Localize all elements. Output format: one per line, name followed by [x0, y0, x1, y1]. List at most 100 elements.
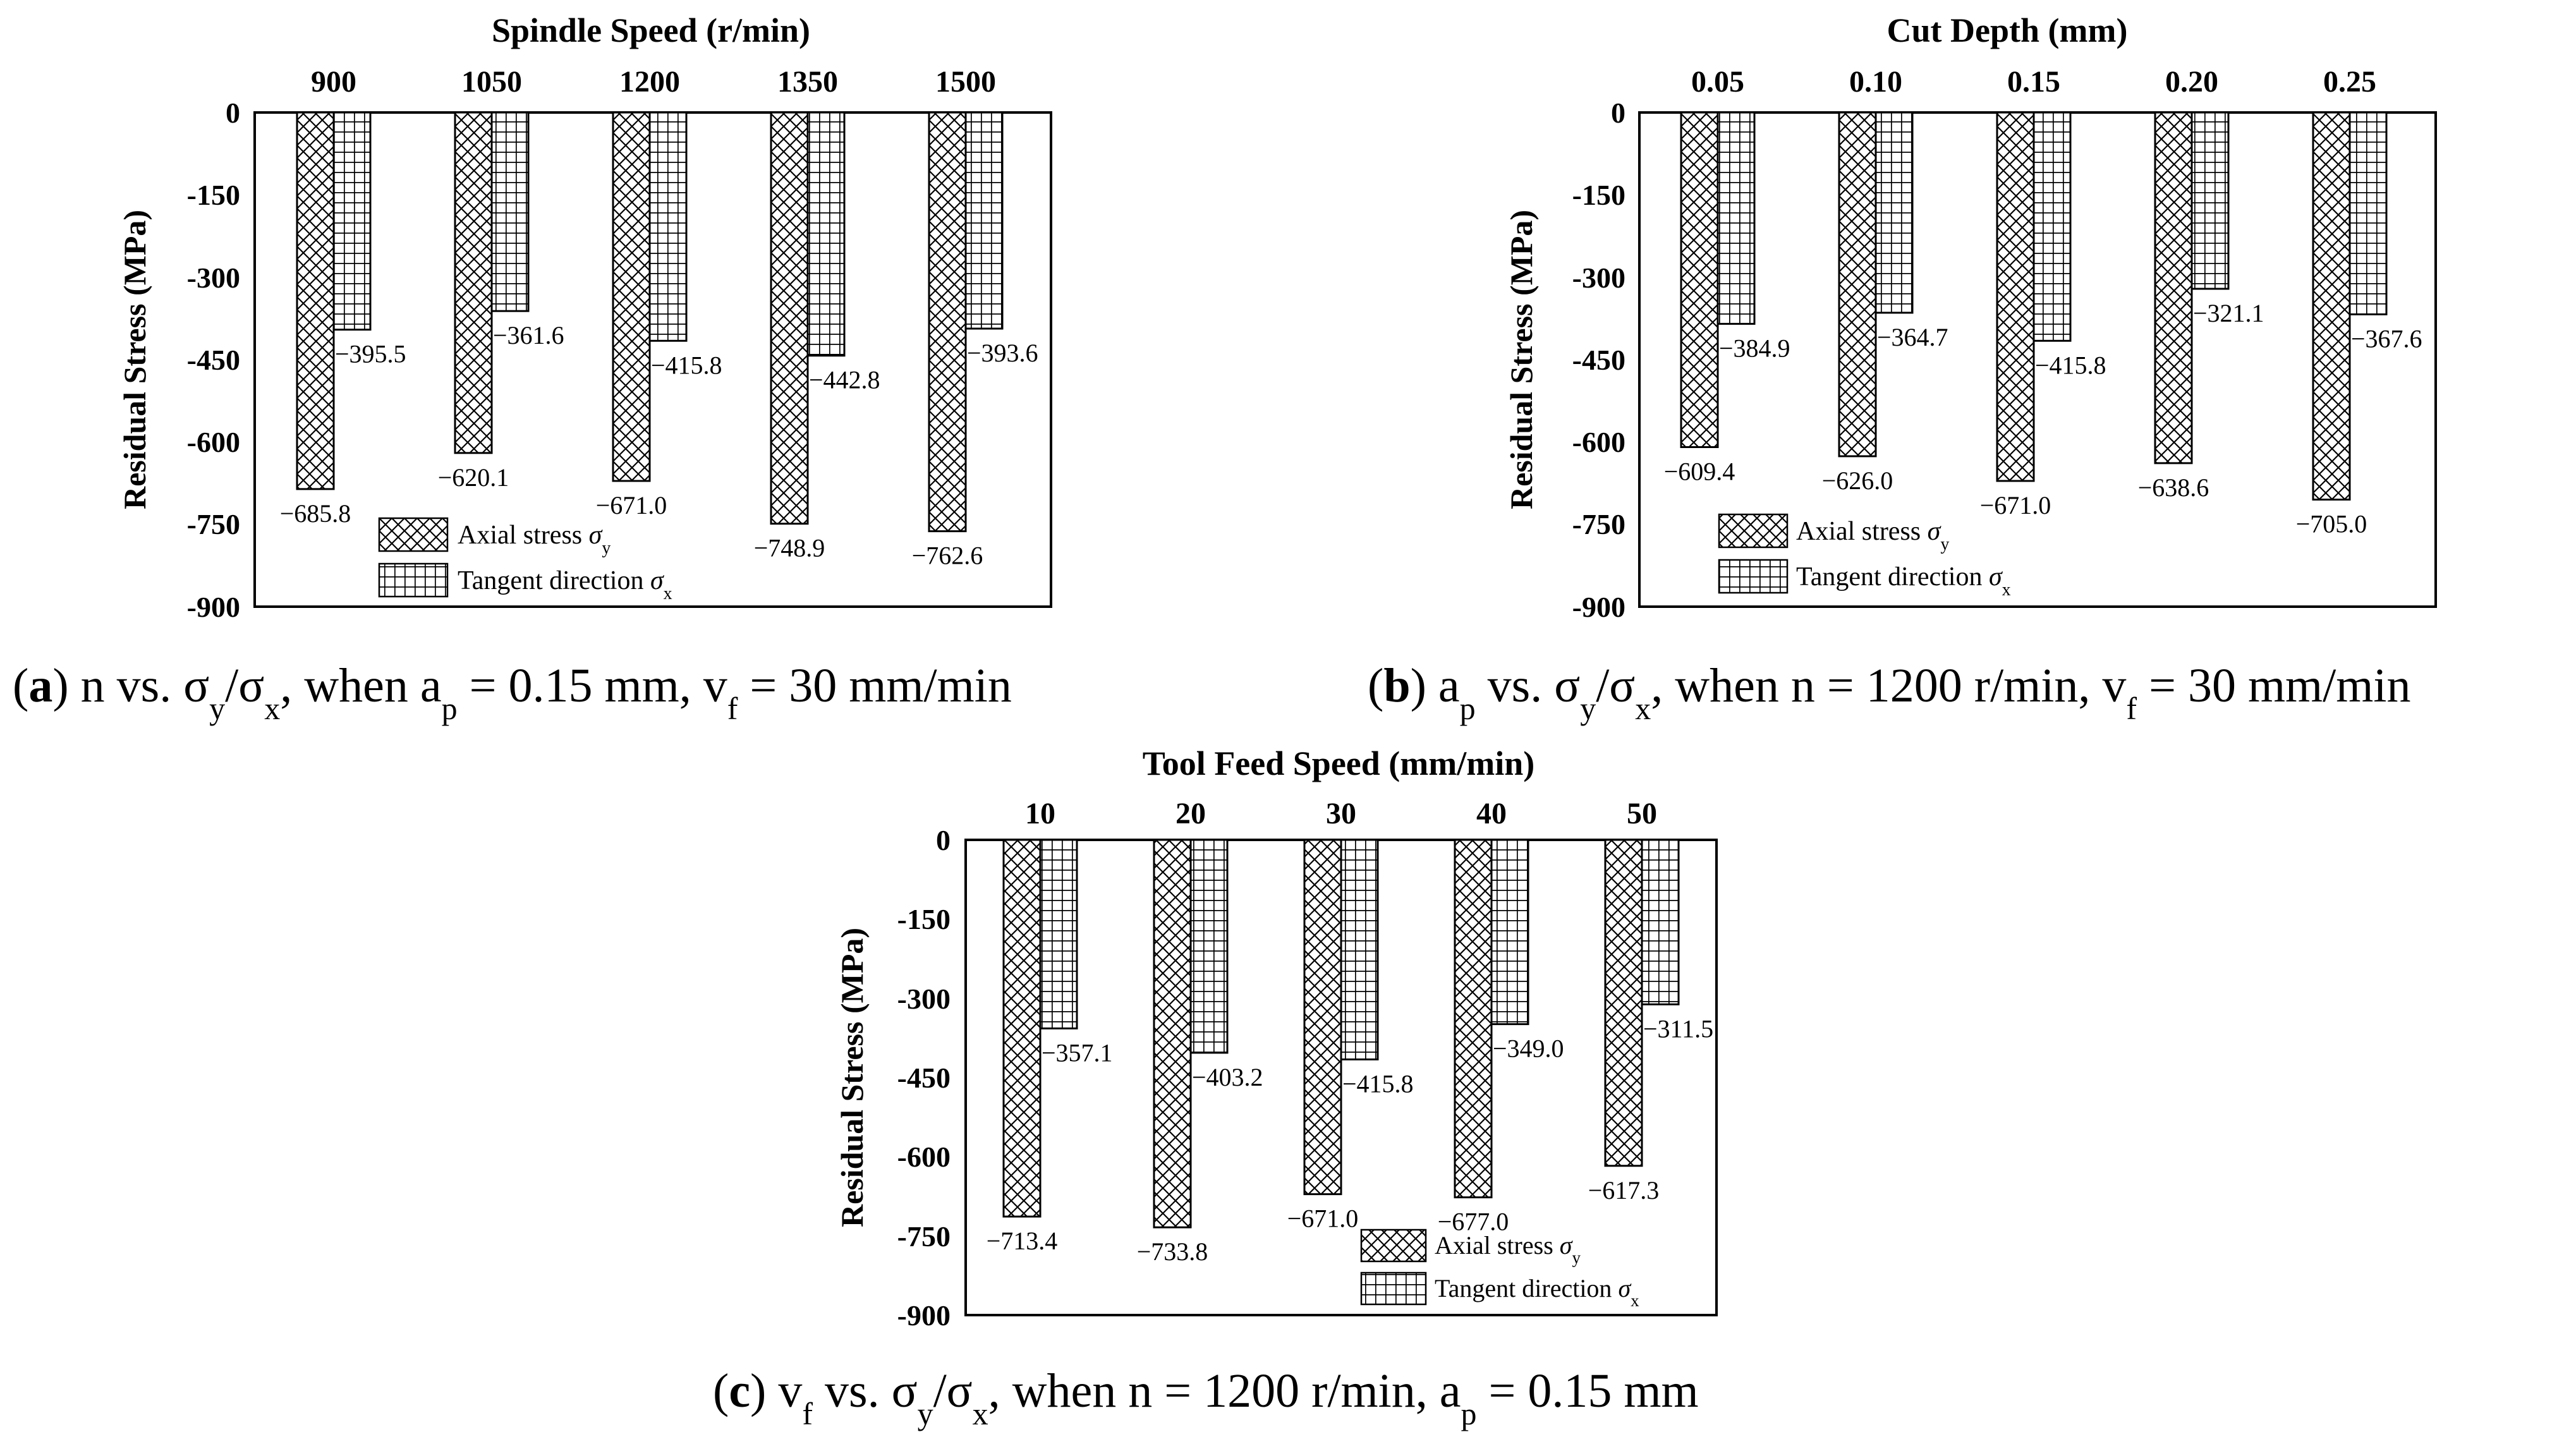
y-tick-label: -300 — [1572, 262, 1625, 294]
bar-axial-1050 — [454, 111, 493, 454]
value-label-axial-30: −671.0 — [1287, 1204, 1359, 1233]
bar-axial-1200 — [612, 111, 651, 482]
legend: Axial stress σy Tangent direction σx — [1718, 513, 2011, 600]
bar-tangent-0.20 — [2190, 111, 2230, 290]
bars-layer: −685.8 −395.5 −620.1 −361.6 −671.0 −415.8 −748… — [280, 111, 2422, 1266]
value-label-axial-0.10: −626.0 — [1822, 466, 1893, 495]
x-tick-labels: 900 1050 1200 1350 1500 — [311, 65, 996, 99]
bar-axial-0.05 — [1680, 111, 1719, 449]
bar-tangent-30 — [1340, 839, 1379, 1060]
value-label-axial-900: −685.8 — [280, 499, 351, 528]
y-tick-label: -300 — [897, 983, 951, 1015]
x-tick-label: 40 — [1476, 797, 1507, 830]
legend-swatch-tangent — [1718, 559, 1789, 594]
y-tick-label: 0 — [1611, 97, 1625, 129]
legend-label-tangent: Tangent direction σx — [1435, 1274, 1639, 1310]
y-axis-label: Residual Stress (MPa) — [1504, 210, 1539, 509]
y-tick-label: -450 — [187, 344, 240, 376]
bars-panel-a: −685.8 −395.5 −620.1 −361.6 −671.0 −415.8 −748… — [280, 111, 1038, 570]
bar-tangent-1200 — [648, 111, 688, 342]
x-tick-label: 900 — [311, 65, 356, 99]
x-tick-label: 1500 — [935, 65, 996, 99]
value-label-tangent-1350: −442.8 — [809, 366, 880, 394]
y-tick-label: -600 — [187, 426, 240, 458]
y-tick-label: -300 — [187, 262, 240, 294]
panel-caption: (c) vf vs. σy/σx, when n = 1200 r/min, a… — [713, 1364, 1699, 1431]
value-label-axial-1350: −748.9 — [754, 534, 825, 562]
x-tick-label: 30 — [1326, 797, 1356, 830]
value-label-axial-20: −733.8 — [1137, 1237, 1208, 1266]
x-tick-label: 0.05 — [1691, 65, 1744, 99]
bars-panel-c: −713.4 −357.1 −733.8 −403.2 −671.0 −415.8 −677… — [987, 839, 1713, 1266]
x-tick-labels: 0.05 0.10 0.15 0.20 0.25 — [1691, 65, 2376, 99]
legend: Axial stress σy Tangent direction σx — [1360, 1229, 1639, 1310]
x-tick-label: 20 — [1176, 797, 1206, 830]
chart-title: Spindle Speed (r/min) — [492, 11, 810, 49]
value-label-axial-1500: −762.6 — [912, 542, 983, 570]
legend-label-axial: Axial stress σy — [1796, 517, 1949, 554]
y-tick-label: -150 — [187, 179, 240, 211]
x-tick-label: 0.10 — [1849, 65, 1902, 99]
value-label-tangent-30: −415.8 — [1342, 1069, 1414, 1098]
bar-tangent-20 — [1189, 839, 1229, 1054]
value-label-tangent-20: −403.2 — [1192, 1063, 1263, 1091]
bar-tangent-0.25 — [2348, 111, 2388, 315]
bar-tangent-0.15 — [2032, 111, 2072, 342]
value-label-axial-0.15: −671.0 — [1980, 491, 2051, 519]
value-label-tangent-1500: −393.6 — [967, 339, 1038, 367]
y-tick-label: -600 — [897, 1141, 951, 1173]
y-tick-label: -900 — [897, 1299, 951, 1332]
x-tick-label: 1200 — [619, 65, 680, 99]
bar-axial-50 — [1604, 839, 1643, 1167]
x-tick-label: 0.15 — [2007, 65, 2060, 99]
y-tick-label: -600 — [1572, 426, 1625, 458]
bar-tangent-50 — [1641, 839, 1680, 1005]
y-tick-label: -450 — [1572, 344, 1625, 376]
value-label-axial-0.05: −609.4 — [1664, 458, 1735, 486]
bar-axial-40 — [1454, 839, 1493, 1199]
value-label-tangent-0.15: −415.8 — [2035, 351, 2106, 379]
y-tick-label: -900 — [1572, 591, 1625, 623]
legend-swatch-tangent — [1360, 1271, 1427, 1306]
panel-caption: (a) n vs. σy/σx, when ap = 0.15 mm, vf =… — [13, 659, 1012, 726]
y-tick-labels: 0 -150 -300 -450 -600 -750 -900 — [187, 97, 240, 623]
value-label-tangent-40: −349.0 — [1493, 1035, 1564, 1063]
panel-a: Spindle Speed (r/min) 900 1050 1200 1350… — [13, 11, 1052, 726]
y-tick-label: 0 — [936, 824, 951, 856]
value-label-tangent-0.20: −321.1 — [2193, 299, 2264, 327]
y-tick-label: -450 — [897, 1062, 951, 1094]
value-label-tangent-1050: −361.6 — [493, 321, 564, 349]
value-label-axial-0.20: −638.6 — [2138, 473, 2209, 502]
y-tick-labels: 0 -150 -300 -450 -600 -750 -900 — [1572, 97, 1625, 623]
value-label-tangent-1200: −415.8 — [651, 351, 722, 379]
y-tick-label: -750 — [187, 508, 240, 540]
chart-title: Tool Feed Speed (mm/min) — [1143, 744, 1535, 782]
bars-panel-b: −609.4 −384.9 −626.0 −364.7 −671.0 −415.8 −638… — [1664, 111, 2422, 538]
y-axis-label: Residual Stress (MPa) — [834, 928, 870, 1227]
value-label-axial-40: −677.0 — [1438, 1208, 1509, 1236]
bar-axial-0.25 — [2312, 111, 2351, 501]
y-tick-label: -750 — [897, 1220, 951, 1253]
x-tick-label: 10 — [1025, 797, 1055, 830]
legend-label-tangent: Tangent direction σx — [458, 566, 672, 604]
panel-caption: (b) ap vs. σy/σx, when n = 1200 r/min, v… — [1368, 659, 2411, 726]
y-tick-label: -750 — [1572, 508, 1625, 540]
value-label-axial-1050: −620.1 — [438, 463, 509, 492]
bar-tangent-40 — [1490, 839, 1529, 1026]
bar-axial-1500 — [928, 111, 967, 533]
y-tick-label: 0 — [226, 97, 240, 129]
bar-axial-0.20 — [2154, 111, 2193, 464]
bar-axial-1350 — [770, 111, 809, 525]
bar-tangent-0.10 — [1874, 111, 1914, 314]
bar-axial-0.15 — [1996, 111, 2035, 482]
legend-swatch-axial — [1718, 513, 1789, 549]
y-tick-label: -900 — [187, 591, 240, 623]
bar-tangent-10 — [1039, 839, 1078, 1029]
legend: Axial stress σy Tangent direction σx — [378, 517, 672, 604]
panel-c: Tool Feed Speed (mm/min) 10 20 30 40 50 … — [713, 744, 1718, 1431]
x-tick-label: 50 — [1627, 797, 1657, 830]
y-tick-label: -150 — [897, 903, 951, 935]
value-label-tangent-50: −311.5 — [1643, 1014, 1713, 1043]
legend-swatch-tangent — [378, 562, 449, 598]
